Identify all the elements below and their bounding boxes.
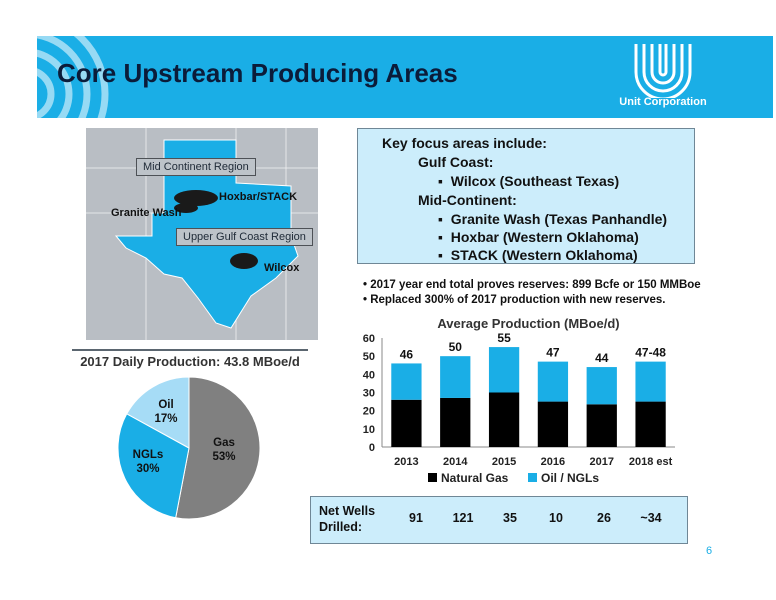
- pie-label-oil: Oil 17%: [154, 399, 178, 425]
- wilcox-label: Wilcox: [264, 262, 300, 274]
- region-map: Mid Continent Region Hoxbar/STACK Granit…: [86, 128, 318, 340]
- x-tick-label: 2015: [492, 456, 516, 468]
- list-item: ▪ Granite Wash (Texas Panhandle): [438, 211, 668, 227]
- bar-oil-ngls: [488, 347, 520, 393]
- key-focus-box: Key focus areas include: Gulf Coast: ▪ W…: [357, 128, 695, 264]
- x-tick-label: 2018 est: [629, 456, 673, 468]
- company-logo-icon: [634, 44, 692, 98]
- bar-natural-gas: [586, 404, 617, 447]
- pie-slice-gas: [175, 376, 261, 520]
- y-tick-label: 0: [369, 442, 375, 454]
- notes-list: • 2017 year end total proves reserves: 8…: [363, 279, 701, 309]
- y-tick-label: 60: [363, 333, 375, 345]
- wells-value: 35: [503, 511, 517, 525]
- y-tick-label: 50: [363, 351, 375, 363]
- granite-wash-area: [174, 203, 198, 213]
- x-tick-label: 2017: [590, 456, 614, 468]
- y-tick-label: 40: [363, 369, 375, 381]
- hoxbar-stack-area: [174, 190, 218, 206]
- legend-label: Oil / NGLs: [541, 471, 599, 485]
- key-focus-heading: Key focus areas include:: [382, 135, 547, 151]
- note-item: • Replaced 300% of 2017 production with …: [363, 294, 666, 306]
- x-tick-label: 2014: [443, 456, 468, 468]
- y-tick-label: 10: [363, 424, 375, 436]
- bar-natural-gas: [488, 392, 520, 447]
- list-item: ▪ Hoxbar (Western Oklahoma): [438, 229, 639, 245]
- legend-swatch: [428, 473, 437, 482]
- wells-value: 10: [549, 511, 563, 525]
- page-number: 6: [706, 545, 713, 557]
- mid-continent-region-label: Mid Continent Region: [136, 158, 256, 176]
- bar-chart: Average Production (MBoe/d) 0 10 20 30 40 50 60…: [363, 316, 675, 485]
- page-title: Core Upstream Producing Areas: [57, 58, 458, 88]
- granite-wash-label: Granite Wash: [111, 207, 182, 219]
- bar-oil-ngls: [635, 361, 666, 402]
- pie-label-gas: Gas 53%: [212, 437, 236, 463]
- banner-arc-decoration: [37, 36, 109, 118]
- bar-total-label: 47-48: [635, 346, 666, 360]
- bar-oil-ngls: [537, 361, 569, 402]
- bar-natural-gas: [537, 401, 569, 447]
- bar-oil-ngls: [586, 367, 617, 405]
- net-wells-label: Net Wells Drilled:: [319, 504, 376, 534]
- bar-chart-title: Average Production (MBoe/d): [437, 316, 619, 331]
- list-item: ▪ STACK (Western Oklahoma): [438, 247, 638, 263]
- x-tick-label: 2013: [394, 456, 418, 468]
- mid-continent-heading: Mid-Continent:: [418, 192, 517, 208]
- y-tick-label: 30: [363, 388, 375, 400]
- bar-oil-ngls: [391, 363, 422, 400]
- upper-gulf-region-label: Upper Gulf Coast Region: [176, 228, 313, 246]
- pie-chart: [117, 376, 261, 520]
- header-banner: [37, 36, 773, 118]
- bar-total-label: 47: [546, 346, 560, 360]
- wells-value: 121: [452, 511, 474, 525]
- hoxbar-stack-label: Hoxbar/STACK: [219, 191, 298, 203]
- wells-value: 26: [597, 511, 611, 525]
- list-item: ▪ Wilcox (Southeast Texas): [438, 173, 620, 189]
- bar-oil-ngls: [440, 356, 471, 398]
- bar-natural-gas: [391, 399, 422, 447]
- bar-natural-gas: [635, 401, 666, 447]
- legend-swatch: [528, 473, 537, 482]
- gulf-coast-heading: Gulf Coast:: [418, 154, 494, 170]
- bar-total-label: 55: [497, 331, 511, 345]
- y-tick-label: 20: [363, 406, 375, 418]
- bar-natural-gas: [440, 397, 471, 447]
- legend-label: Natural Gas: [441, 471, 509, 485]
- note-item: • 2017 year end total proves reserves: 8…: [363, 279, 701, 291]
- bar-total-label: 44: [595, 351, 609, 365]
- x-tick-label: 2016: [541, 456, 565, 468]
- logo-text: Unit Corporation: [619, 96, 707, 108]
- pie-chart-title: 2017 Daily Production: 43.8 MBoe/d: [72, 349, 308, 369]
- wilcox-area: [230, 253, 258, 269]
- bar-total-label: 46: [400, 347, 414, 361]
- pie-slice-oil: [126, 376, 190, 449]
- bar-total-label: 50: [449, 340, 463, 354]
- pie-label-ngls: NGLs 30%: [132, 449, 164, 475]
- wells-value: ~34: [640, 511, 662, 525]
- net-wells-box: Net Wells Drilled: 91 121 35 10 26 ~34: [310, 496, 688, 544]
- pie-slice-ngls: [117, 413, 190, 519]
- wells-value: 91: [409, 511, 423, 525]
